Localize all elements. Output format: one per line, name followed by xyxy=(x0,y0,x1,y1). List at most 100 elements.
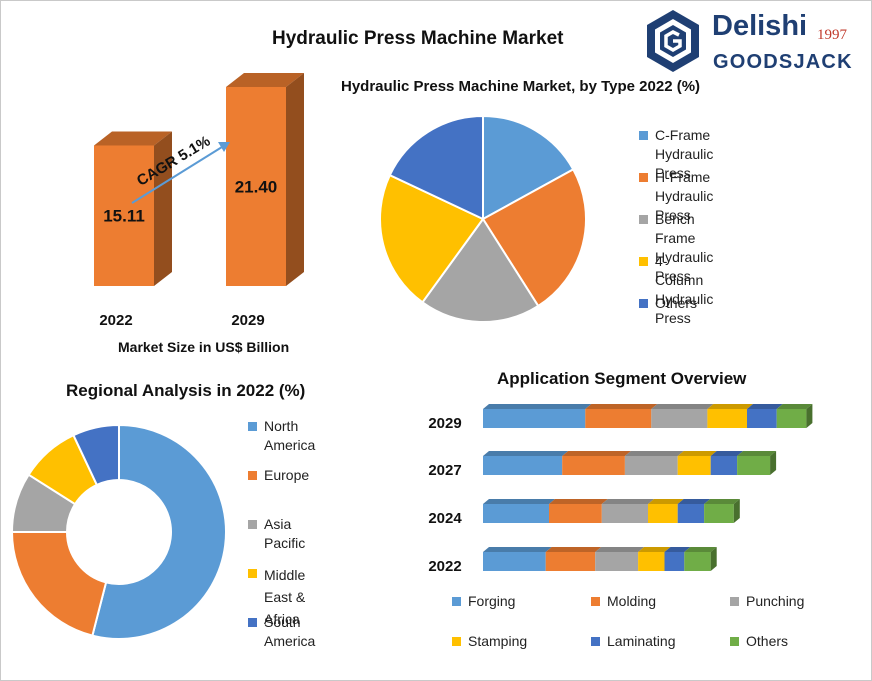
app-bar-2022-5 xyxy=(664,552,685,571)
logo-year: 1997 xyxy=(817,27,847,43)
type-legend-item-2: H-Frame Hydraulic Press xyxy=(639,168,713,225)
app-bar-2029-2 xyxy=(585,409,652,428)
app-bar-2029-5 xyxy=(747,409,777,428)
app-bar-top-2029-5 xyxy=(747,404,783,409)
app-legend-label-5: Laminating xyxy=(607,633,676,649)
app-bar-2024-6 xyxy=(704,504,734,523)
app-bar-top-2022-1 xyxy=(483,547,552,552)
app-bar-top-2027-3 xyxy=(624,451,684,456)
app-bar-2022-4 xyxy=(638,552,665,571)
app-legend-label-1: Forging xyxy=(468,593,516,609)
app-tick-label-2029: 2029 xyxy=(428,415,461,432)
app-bar-top-2022-6 xyxy=(684,547,717,552)
cagr-arrow-line xyxy=(131,146,223,204)
app-bar-top-2027-6 xyxy=(737,451,777,456)
bar-top-2022 xyxy=(94,131,172,146)
type-pie-slice-1 xyxy=(482,114,575,221)
app-bar-2022-6 xyxy=(684,552,711,571)
app-bar-top-2024-2 xyxy=(549,499,608,504)
app-bar-2027-6 xyxy=(737,456,771,475)
app-bar-2029-4 xyxy=(707,409,747,428)
app-bar-2029-3 xyxy=(651,409,708,428)
app-legend-label-6: Others xyxy=(746,633,789,649)
region-donut-slice-5 xyxy=(72,423,120,487)
type-legend-swatch-4 xyxy=(639,257,648,266)
main-title: Hydraulic Press Machine Market xyxy=(272,28,564,49)
app-bar-2027-3 xyxy=(624,456,678,475)
region-legend-label-2: Europe xyxy=(264,467,310,483)
app-bar-top-2024-5 xyxy=(677,499,711,504)
region-legend-item-4: Middle East & Africa xyxy=(248,564,305,630)
bar-side-2029 xyxy=(286,72,304,286)
region-donut-slice-2 xyxy=(10,531,108,637)
region-legend-swatch-3 xyxy=(248,520,257,529)
app-bar-top-2024-6 xyxy=(704,499,740,504)
region-legend-item-3: Asia Pacific xyxy=(248,515,305,553)
bar-tick-label-2022: 2022 xyxy=(99,312,132,329)
app-bar-top-2029-3 xyxy=(651,404,714,409)
app-bar-2024-4 xyxy=(648,504,678,523)
type-legend-swatch-3 xyxy=(639,215,648,224)
bar-value-label-2022: 15.11 xyxy=(103,207,145,226)
app-bar-top-2029-1 xyxy=(483,404,592,409)
type-legend-label-5: Others xyxy=(655,295,698,311)
app-bar-top-2022-2 xyxy=(545,547,602,552)
app-bar-top-2024-1 xyxy=(483,499,555,504)
app-legend-swatch-3 xyxy=(730,597,739,606)
type-legend-swatch-2 xyxy=(639,173,648,182)
app-bar-side-2029 xyxy=(806,404,813,428)
app-bar-2022-2 xyxy=(545,552,596,571)
bar-2022 xyxy=(94,145,154,286)
app-bar-side-2022 xyxy=(710,547,717,571)
region-legend-label-5: South America xyxy=(264,614,316,649)
region-legend-swatch-1 xyxy=(248,422,257,431)
region-legend-swatch-2 xyxy=(248,471,257,480)
app-bar-top-2027-1 xyxy=(483,451,569,456)
app-legend-swatch-4 xyxy=(452,637,461,646)
region-legend-item-2: Europe xyxy=(248,466,309,485)
app-bar-side-2027 xyxy=(770,451,777,475)
market-size-xlabel: Market Size in US$ Billion xyxy=(118,339,290,355)
region-legend-label-4: Middle East & Africa xyxy=(264,567,306,627)
app-bar-top-2022-4 xyxy=(638,547,671,552)
app-legend-item-6: Others xyxy=(730,632,788,651)
bar-value-label-2029: 21.40 xyxy=(235,177,278,196)
type-legend-item-4: 4-Column Hydraulic Press xyxy=(639,252,713,328)
app-bar-top-2022-5 xyxy=(664,547,691,552)
regional-title: Regional Analysis in 2022 (%) xyxy=(66,381,306,400)
app-bar-top-2024-4 xyxy=(648,499,684,504)
app-bar-2024-3 xyxy=(601,504,648,523)
logo-hexagon-icon xyxy=(647,10,699,72)
app-bar-top-2029-2 xyxy=(585,404,658,409)
application-title: Application Segment Overview xyxy=(497,369,747,388)
app-bar-top-2027-4 xyxy=(677,451,717,456)
app-bar-top-2022-3 xyxy=(595,547,645,552)
brand-logo: Delishi 1997 GOODSJACK xyxy=(643,8,853,74)
app-tick-label-2027: 2027 xyxy=(428,462,461,479)
app-bar-2024-5 xyxy=(677,504,705,523)
bar-side-2022 xyxy=(154,131,172,286)
region-legend-item-1: North America xyxy=(248,417,315,455)
app-legend-label-3: Punching xyxy=(746,593,805,609)
type-pie-slice-3 xyxy=(421,217,540,323)
app-legend-swatch-1 xyxy=(452,597,461,606)
type-legend-label-4: 4-Column Hydraulic Press xyxy=(655,253,714,326)
app-bar-2027-2 xyxy=(562,456,625,475)
type-pie-slice-5 xyxy=(388,114,484,221)
region-legend-swatch-4 xyxy=(248,569,257,578)
app-bar-top-2027-2 xyxy=(562,451,631,456)
app-legend-item-5: Laminating xyxy=(591,632,676,651)
app-tick-label-2022: 2022 xyxy=(428,558,461,575)
app-legend-swatch-6 xyxy=(730,637,739,646)
app-bar-2029-6 xyxy=(776,409,807,428)
type-legend-label-3: Bench Frame Hydraulic Press xyxy=(655,211,714,284)
app-legend-item-3: Punching xyxy=(730,592,804,611)
app-bar-top-2029-6 xyxy=(776,404,813,409)
app-tick-label-2024: 2024 xyxy=(428,510,462,527)
type-legend-label-1: C-Frame Hydraulic Press xyxy=(655,127,714,181)
app-bar-2024-1 xyxy=(483,504,549,523)
region-donut-slice-1 xyxy=(91,423,227,640)
app-bar-2022-3 xyxy=(595,552,639,571)
app-bar-top-2024-3 xyxy=(601,499,654,504)
app-bar-2027-5 xyxy=(710,456,738,475)
